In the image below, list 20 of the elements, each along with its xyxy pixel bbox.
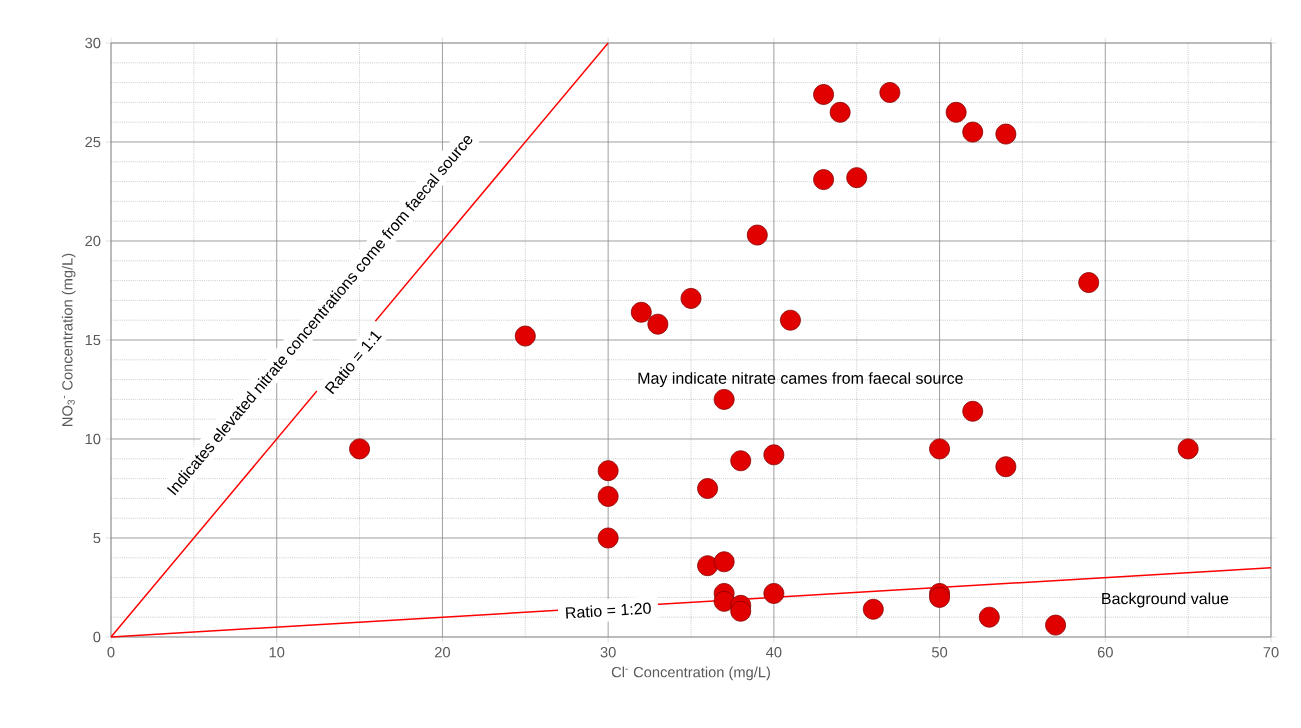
x-tick-label: 20 [435,647,450,658]
x-tick-label: 40 [766,647,782,658]
x-tick-label: 30 [600,647,616,658]
annotation: May indicate nitrate cames from faecal source [638,372,963,388]
y-tick-label: 30 [85,37,101,49]
x-axis-title: Cl$^{-}$ Concentration (mg/L) [611,666,770,681]
annotation: Ratio = 1:20 [565,602,651,619]
y-tick-label: 10 [85,433,101,445]
x-tick-label: 10 [269,647,285,658]
x-tick-label: 50 [932,647,948,658]
y-tick-label: 20 [85,235,101,247]
x-tick-label: 60 [1097,647,1113,658]
y-tick-label: 25 [85,136,101,148]
y-tick-label: 15 [85,334,101,346]
x-tick-label: 70 [1263,647,1279,658]
y-tick-label: 0 [93,631,101,643]
y-axis-title: NO$_{3}$$^{-}$ Concentration (mg/L) [61,253,76,426]
x-tick-label: 0 [107,647,115,658]
y-tick-label: 5 [93,532,101,544]
annotation: Background value [1102,592,1229,608]
